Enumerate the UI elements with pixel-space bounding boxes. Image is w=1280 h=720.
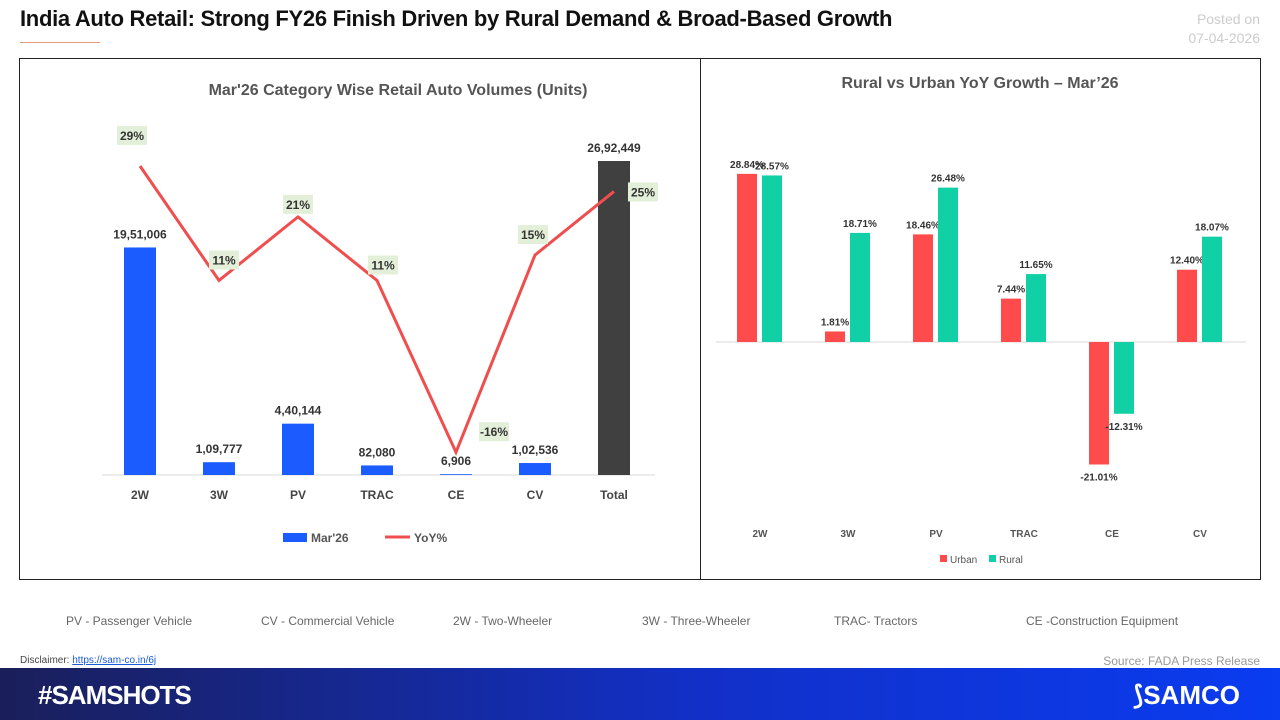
samco-logo-icon: ⟆ [1133, 680, 1144, 710]
title-underline [20, 42, 100, 43]
disclaimer: Disclaimer: https://sam-co.in/6j [20, 655, 157, 666]
x-tick-label: CV [527, 488, 544, 502]
x-tick-label: TRAC [1010, 529, 1038, 540]
yoy-label-bg [479, 422, 509, 442]
yoy-label: 11% [371, 258, 395, 272]
abbr-pv: PV - Passenger Vehicle [66, 614, 193, 628]
bar-label: 26,92,449 [587, 141, 641, 155]
charts-svg: Mar'26 Category Wise Retail Auto Volumes… [102, 75, 1246, 566]
yoy-label: -16% [480, 425, 508, 439]
bar-CV [519, 463, 551, 475]
abbr-ce: CE -Construction Equipment [1026, 614, 1179, 628]
source: Source: FADA Press Release [1103, 654, 1260, 668]
x-tick-label: PV [290, 488, 306, 502]
bar-label: 6,906 [441, 454, 471, 468]
yoy-label: 29% [120, 129, 144, 143]
bar-label: 19,51,006 [113, 227, 167, 241]
legend-label: YoY% [414, 531, 447, 545]
bar-urban-3W [825, 331, 845, 342]
x-tick-label: CE [1105, 529, 1119, 540]
x-tick-label: 3W [210, 488, 229, 502]
yoy-line [138, 165, 615, 456]
x-tick-label: 2W [753, 529, 769, 540]
abbr-trac: TRAC- Tractors [834, 614, 918, 628]
bar-TRAC [361, 465, 393, 475]
yoy-label-bg [368, 255, 398, 275]
bar-urban-CV [1177, 269, 1197, 342]
bar-label: 4,40,144 [275, 404, 322, 418]
legend-label: Urban [950, 555, 977, 566]
page-title: India Auto Retail: Strong FY26 Finish Dr… [20, 6, 893, 31]
bar-label: 28.84% [730, 160, 764, 171]
bar-rural-CE [1114, 342, 1134, 414]
rural-urban-chart-panel [700, 58, 1261, 580]
bar-CE [440, 474, 472, 475]
bar-label: 1,09,777 [196, 442, 243, 456]
x-tick-label: TRAC [360, 488, 394, 502]
yoy-label-bg [628, 182, 658, 202]
bar-rural-2W [762, 175, 782, 342]
bar-rural-PV [938, 187, 958, 342]
legend-label: Rural [999, 555, 1023, 566]
abbr-cv: CV - Commercial Vehicle [261, 614, 395, 628]
bar-label: 7.44% [997, 285, 1025, 296]
yoy-label: 21% [286, 198, 310, 212]
bar-label: 18.71% [843, 219, 877, 230]
bar-urban-2W [737, 173, 757, 342]
yoy-label: 25% [631, 185, 655, 199]
bar-2W [124, 247, 156, 475]
bar-3W [203, 462, 235, 475]
yoy-label-bg [518, 225, 548, 245]
bar-label: 11.65% [1019, 260, 1052, 271]
bar-Total [598, 161, 630, 475]
bar-rural-CV [1202, 236, 1222, 342]
yoy-label-bg [209, 250, 239, 270]
bar-label: 26.48% [931, 174, 965, 185]
bar-label: 82,080 [359, 445, 396, 459]
hashtag: #SAMSHOTS [38, 680, 192, 710]
yoy-label-bg [117, 126, 147, 145]
yoy-label-bg [283, 194, 313, 214]
bar-urban-CE [1089, 342, 1109, 465]
bar-label: 28.57% [755, 161, 789, 172]
brand-logo: ⟆SAMCO [1133, 680, 1240, 710]
posted-date: Posted on 07-04-2026 [1188, 11, 1260, 46]
bar-label: -12.31% [1105, 422, 1142, 433]
bar-label: 12.40% [1170, 256, 1204, 267]
bar-PV [282, 423, 314, 475]
x-tick-label: PV [929, 529, 943, 540]
chart-title: Rural vs Urban YoY Growth – Mar’26 [841, 75, 1118, 92]
bar-label: 18.07% [1195, 223, 1229, 234]
bar-label: -21.01% [1080, 472, 1117, 483]
legend-swatch-bars [283, 533, 307, 542]
legend-swatch [989, 555, 996, 562]
x-tick-label: 2W [131, 488, 150, 502]
chart-title: Mar'26 Category Wise Retail Auto Volumes… [209, 82, 588, 99]
x-tick-label: CV [1193, 529, 1207, 540]
legend-label: Mar'26 [311, 531, 349, 545]
abbr-2w: 2W - Two-Wheeler [453, 614, 553, 628]
bar-label: 1.81% [821, 317, 849, 328]
legend-swatch [940, 555, 947, 562]
bar-urban-PV [913, 234, 933, 342]
bar-label: 1,02,536 [512, 443, 559, 457]
x-tick-label: Total [600, 488, 628, 502]
bar-label: 18.46% [906, 220, 940, 231]
x-tick-label: 3W [841, 529, 857, 540]
x-tick-label: CE [448, 488, 465, 502]
bar-urban-TRAC [1001, 298, 1021, 342]
bar-rural-3W [850, 232, 870, 342]
disclaimer-link[interactable]: https://sam-co.in/6j [72, 655, 157, 666]
yoy-label: 15% [521, 228, 545, 242]
bar-rural-TRAC [1026, 274, 1046, 342]
yoy-label: 11% [212, 253, 236, 267]
abbr-3w: 3W - Three-Wheeler [642, 614, 751, 628]
footer-banner: #SAMSHOTS ⟆SAMCO [0, 668, 1280, 720]
